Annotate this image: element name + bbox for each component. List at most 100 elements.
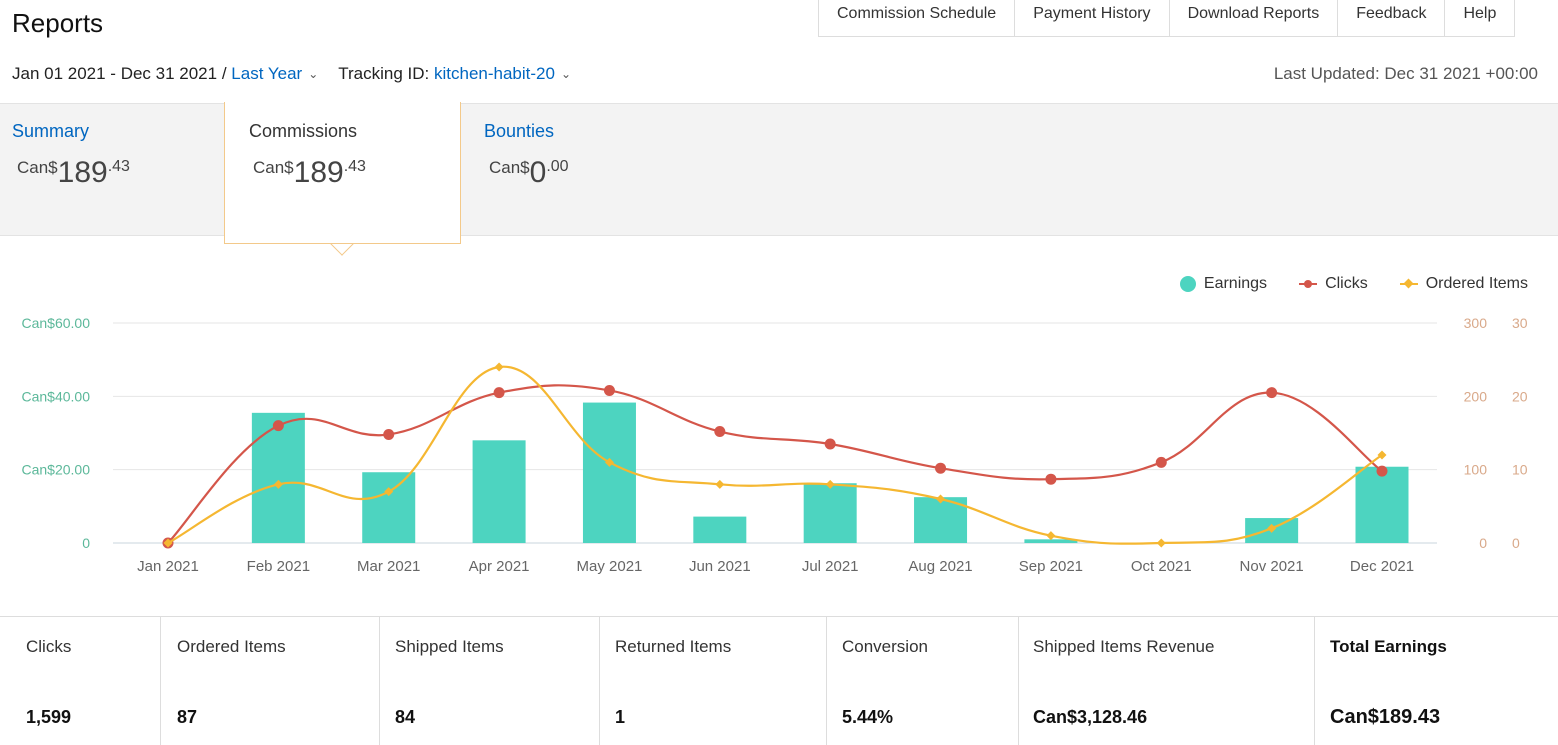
- filter-bar: Jan 01 2021 - Dec 31 2021 / Last Year ⌄ …: [12, 64, 591, 84]
- clicks-legend-icon: [1299, 280, 1318, 288]
- legend-earnings[interactable]: Earnings: [1179, 275, 1268, 293]
- bounties-card[interactable]: Bounties Can$0.00: [484, 104, 684, 237]
- commission-schedule-tab[interactable]: Commission Schedule: [837, 5, 997, 22]
- clicks-point: [935, 462, 947, 474]
- ordered-point: [715, 479, 725, 489]
- x-axis-tick: Apr 2021: [469, 558, 530, 575]
- tracking-chevron-down-icon[interactable]: ⌄: [560, 67, 572, 81]
- tracking-id-label: Tracking ID:: [338, 64, 430, 83]
- earnings-bar: [803, 483, 857, 543]
- help-tab[interactable]: Help: [1444, 0, 1514, 36]
- bounties-currency: Can$: [489, 158, 530, 177]
- summary-card[interactable]: Summary Can$189.43: [12, 104, 212, 237]
- left-axis-tick: 0: [82, 535, 90, 551]
- commissions-card[interactable]: Commissions Can$189.43: [224, 102, 461, 244]
- stat-label: Conversion: [842, 637, 928, 656]
- x-axis-tick: Sep 2021: [1019, 558, 1083, 575]
- x-axis-tick: Jun 2021: [689, 558, 751, 575]
- x-axis-tick: Oct 2021: [1131, 558, 1192, 575]
- period-chevron-down-icon[interactable]: ⌄: [308, 67, 319, 81]
- stat-value: 87: [177, 707, 198, 727]
- stat-label: Total Earnings: [1330, 637, 1447, 656]
- right-inner-axis-tick: 100: [1464, 462, 1488, 478]
- stat-label: Ordered Items: [177, 637, 286, 656]
- clicks-point: [714, 426, 726, 438]
- clicks-point: [1155, 456, 1167, 468]
- payment-history-tab[interactable]: Payment History: [1014, 0, 1168, 36]
- clicks-point: [824, 438, 836, 450]
- stat-value: 1,599: [26, 707, 72, 727]
- stat-returned-items: Returned Items 1: [600, 617, 827, 745]
- earnings-bar: [472, 440, 526, 543]
- chart-legend: Earnings Clicks Ordered Items: [1179, 275, 1528, 293]
- summary-card-label[interactable]: Summary: [12, 121, 90, 141]
- stat-label: Shipped Items: [395, 637, 504, 656]
- ordered-point: [604, 457, 614, 467]
- x-axis-tick: Jan 2021: [137, 558, 199, 575]
- earnings-bar: [251, 412, 305, 543]
- legend-ordered[interactable]: Ordered Items: [1399, 275, 1528, 293]
- legend-ordered-label: Ordered Items: [1425, 275, 1528, 292]
- bounties-whole: 0: [529, 156, 547, 189]
- ordered-point: [494, 362, 504, 372]
- ordered-legend-icon: [1399, 278, 1418, 289]
- last-updated: Last Updated: Dec 31 2021 +00:00: [1273, 64, 1538, 83]
- ordered-point: [825, 479, 835, 489]
- page-title: Reports: [12, 8, 104, 38]
- x-axis-tick: Aug 2021: [908, 558, 972, 575]
- bounties-decimal: .00: [546, 158, 569, 175]
- stat-conversion: Conversion 5.44%: [827, 617, 1019, 745]
- x-axis-tick: Dec 2021: [1350, 558, 1414, 575]
- right-inner-axis-tick: 0: [1479, 535, 1487, 551]
- ordered-point: [1046, 531, 1056, 541]
- ordered-point: [163, 538, 173, 548]
- legend-clicks-label: Clicks: [1325, 275, 1368, 292]
- right-outer-axis-tick: 30: [1512, 315, 1528, 331]
- commissions-card-label[interactable]: Commissions: [249, 121, 358, 141]
- ordered-point: [273, 479, 283, 489]
- period-dropdown[interactable]: Last Year: [231, 64, 303, 83]
- earnings-bar: [1355, 466, 1409, 543]
- tracking-id-dropdown[interactable]: kitchen-habit-20: [434, 64, 555, 83]
- bounties-card-label[interactable]: Bounties: [484, 121, 555, 141]
- top-nav: Commission Schedule Payment History Down…: [818, 0, 1516, 37]
- clicks-point: [1376, 465, 1388, 477]
- clicks-point: [272, 420, 284, 432]
- clicks-point: [383, 428, 395, 440]
- stat-value: 1: [615, 707, 626, 727]
- stat-value: 5.44%: [842, 707, 894, 727]
- left-axis-tick: Can$60.00: [21, 315, 90, 331]
- stat-shipped-items: Shipped Items 84: [380, 617, 600, 745]
- clicks-point: [1045, 473, 1057, 485]
- chart-area: Earnings Clicks Ordered Items 0 Can$20.00…: [0, 255, 1558, 615]
- summary-whole: 189: [57, 156, 108, 189]
- stat-shipped-revenue: Shipped Items Revenue Can$3,128.46: [1019, 617, 1315, 745]
- stat-value: Can$3,128.46: [1033, 707, 1148, 727]
- legend-earnings-label: Earnings: [1203, 275, 1268, 292]
- earnings-bar: [362, 472, 416, 543]
- download-reports-tab[interactable]: Download Reports: [1168, 0, 1338, 36]
- right-inner-axis-tick: 300: [1464, 315, 1488, 331]
- right-outer-axis-tick: 20: [1512, 388, 1528, 404]
- x-axis-tick: Nov 2021: [1240, 558, 1304, 575]
- left-axis-tick: Can$20.00: [21, 462, 90, 478]
- legend-clicks[interactable]: Clicks: [1299, 275, 1368, 293]
- clicks-line: [167, 384, 1383, 544]
- commissions-whole: 189: [293, 156, 344, 189]
- ordered-line: [167, 365, 1383, 545]
- summary-currency: Can$: [17, 158, 58, 177]
- summary-band: Summary Can$189.43 Commissions Can$189.4…: [0, 102, 1558, 244]
- summary-amount: Can$189.43: [17, 156, 130, 190]
- feedback-tab[interactable]: Feedback: [1337, 0, 1444, 36]
- stat-value: 84: [395, 707, 416, 727]
- commissions-decimal: .43: [343, 158, 366, 175]
- earnings-legend-icon: [1179, 276, 1196, 292]
- clicks-point: [1266, 387, 1278, 399]
- clicks-point: [493, 387, 505, 399]
- stat-total-earnings: Total Earnings Can$189.43: [1315, 617, 1558, 745]
- ordered-point: [1156, 538, 1166, 548]
- right-outer-axis-tick: 10: [1512, 462, 1528, 478]
- ordered-point: [1267, 523, 1277, 533]
- stat-label: Returned Items: [615, 637, 732, 656]
- earnings-bar: [693, 516, 747, 543]
